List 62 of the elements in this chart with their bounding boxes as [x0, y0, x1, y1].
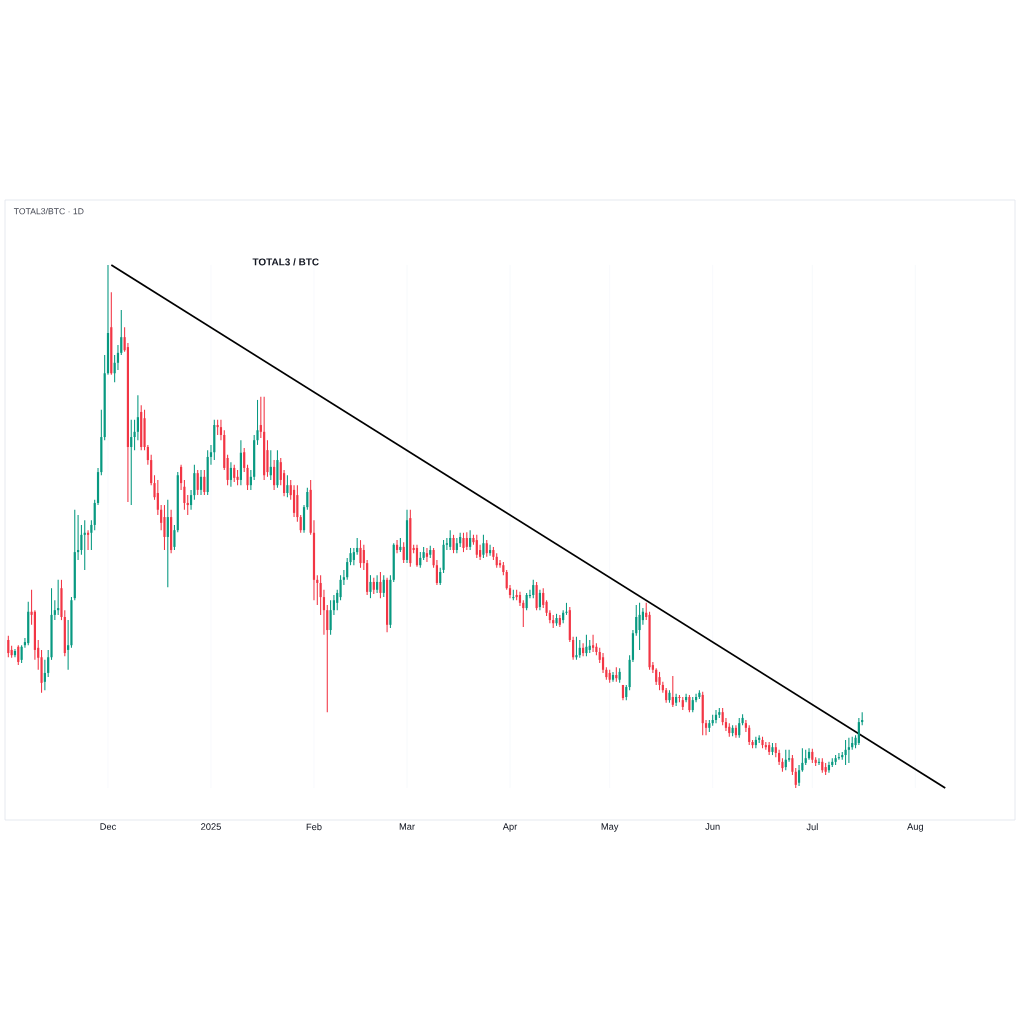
- candlestick: [90, 519, 93, 551]
- candlestick: [163, 504, 166, 551]
- candlestick: [671, 675, 674, 708]
- candlestick: [17, 644, 20, 666]
- candlestick: [748, 724, 751, 746]
- candlestick: [359, 539, 362, 569]
- candlestick: [286, 474, 289, 498]
- candlestick: [7, 635, 10, 658]
- candlestick: [379, 571, 382, 599]
- candlestick: [475, 534, 478, 559]
- candlestick: [130, 419, 133, 506]
- candlestick: [452, 534, 455, 554]
- candlestick: [638, 602, 641, 651]
- chart-subtitle: TOTAL3/BTC · 1D: [13, 207, 84, 215]
- x-tick-label: Jun: [705, 823, 720, 830]
- candlestick: [585, 634, 588, 657]
- candlestick: [857, 717, 860, 746]
- candlestick: [382, 574, 385, 598]
- candlestick: [402, 541, 405, 564]
- candlestick: [292, 484, 296, 518]
- x-tick-label: Feb: [306, 823, 322, 831]
- candlestick: [156, 479, 159, 516]
- candlestick: [844, 739, 847, 766]
- chart-title: TOTAL3 / BTC: [252, 258, 319, 266]
- x-tick-label: 2025: [201, 823, 221, 830]
- candlestick: [199, 469, 203, 496]
- candlestick: [658, 671, 661, 691]
- candlestick: [575, 636, 578, 661]
- candlestick: [462, 532, 465, 553]
- candlestick: [847, 737, 850, 764]
- candlestick: [203, 469, 206, 496]
- candlestick: [196, 469, 199, 496]
- x-tick-label: May: [601, 823, 619, 832]
- candlestick: [166, 499, 169, 588]
- candlestick: [329, 599, 332, 636]
- candlestick: [479, 544, 482, 561]
- candlestick: [369, 574, 372, 599]
- candlestick: [346, 557, 349, 581]
- candlestick: [296, 484, 299, 523]
- candlestick: [787, 749, 791, 763]
- candlestick: [449, 529, 452, 551]
- candlestick: [376, 574, 379, 594]
- candlestick: [542, 587, 545, 609]
- candlestick: [136, 394, 139, 441]
- candlestick: [532, 579, 535, 599]
- candlestick: [601, 652, 605, 674]
- x-tick-label: Aug: [907, 823, 924, 832]
- candlestick: [273, 459, 276, 491]
- x-tick-label: Jul: [806, 823, 818, 831]
- candlestick: [761, 736, 764, 749]
- candlestick: [226, 454, 229, 486]
- candlestick: [797, 764, 801, 787]
- candlestick: [259, 396, 262, 439]
- x-tick-label: Mar: [399, 823, 415, 830]
- candlestick: [538, 589, 542, 611]
- candlestick: [535, 581, 538, 611]
- candlestick: [43, 659, 46, 691]
- candlestick: [738, 717, 741, 739]
- x-tick-label: Apr: [502, 823, 518, 832]
- candlestick: [482, 534, 485, 559]
- candlestick: [582, 642, 585, 657]
- x-tick-label: Dec: [100, 823, 117, 830]
